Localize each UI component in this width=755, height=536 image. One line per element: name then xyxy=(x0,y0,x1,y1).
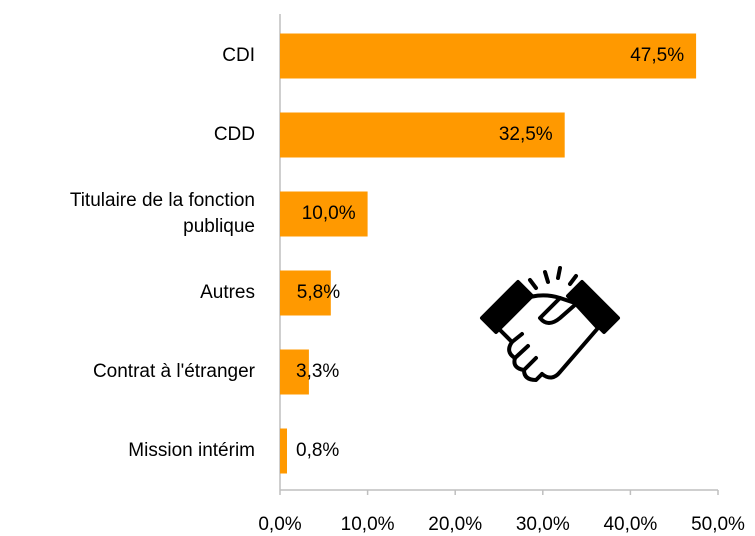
bar xyxy=(280,270,331,316)
category-label: Autres xyxy=(200,282,255,303)
value-label: 10,0% xyxy=(302,203,356,224)
category-label: Contrat à l'étranger xyxy=(92,361,255,382)
category-label: Titulaire de la fonction publique xyxy=(69,190,255,237)
bar xyxy=(280,349,309,395)
handshake-icon xyxy=(480,266,620,382)
bar xyxy=(280,33,697,79)
x-tick-label: 50,0% xyxy=(691,514,745,535)
bar xyxy=(280,428,288,474)
bar xyxy=(280,191,368,237)
x-tick-label: 30,0% xyxy=(516,514,570,535)
x-tick-label: 0,0% xyxy=(258,514,301,535)
value-label: 47,5% xyxy=(630,45,684,66)
value-label: 3,3% xyxy=(296,361,339,382)
x-tick-label: 40,0% xyxy=(603,514,657,535)
value-label: 32,5% xyxy=(499,124,553,145)
category-label: CDI xyxy=(222,45,255,66)
bar xyxy=(280,112,565,158)
x-tick-label: 10,0% xyxy=(341,514,395,535)
value-label: 5,8% xyxy=(297,282,340,303)
x-tick-label: 20,0% xyxy=(428,514,482,535)
category-label: Mission intérim xyxy=(128,440,255,461)
value-label: 0,8% xyxy=(296,440,339,461)
category-label: CDD xyxy=(213,124,255,145)
